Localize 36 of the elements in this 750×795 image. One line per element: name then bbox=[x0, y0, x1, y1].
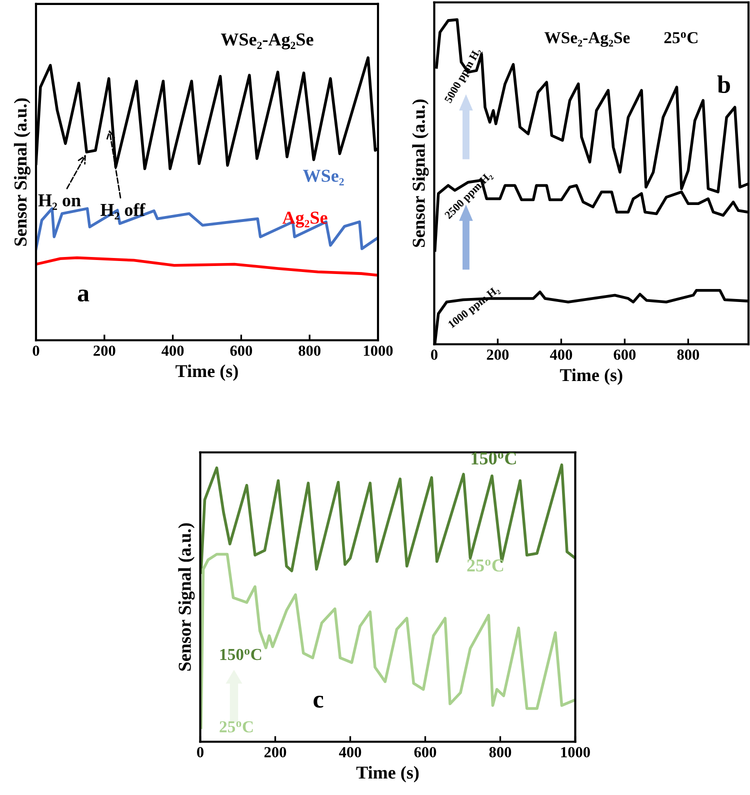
x-tick-label: 600 bbox=[414, 747, 436, 758]
x-tick-label: 1000 bbox=[364, 346, 393, 356]
x-tick-label: 800 bbox=[677, 350, 700, 360]
x-tick-label: 800 bbox=[298, 346, 320, 356]
x-tick-label: 800 bbox=[489, 747, 512, 758]
annotation: H₂ on bbox=[38, 194, 81, 210]
x-tick-label: 200 bbox=[486, 350, 509, 360]
x-tick-label: 400 bbox=[162, 346, 184, 356]
x-axis-title: Time (s) bbox=[176, 364, 238, 381]
y-axis-title: Sensor Signal (a.u.) bbox=[178, 523, 195, 671]
x-axis-title: Time (s) bbox=[560, 368, 622, 385]
series-label: 150$^{o}$C bbox=[472, 452, 516, 465]
y-axis-title: Sensor Signal (a.u.) bbox=[412, 100, 429, 247]
x-tick-label: 1000 bbox=[561, 747, 590, 758]
annotation: c bbox=[314, 696, 324, 708]
x-tick-label: 600 bbox=[614, 350, 636, 360]
x-tick-label: 600 bbox=[230, 346, 252, 356]
x-tick-label: 0 bbox=[431, 350, 438, 360]
x-tick-label: 200 bbox=[264, 747, 286, 758]
text: 25$^{o}$C bbox=[467, 559, 504, 572]
annotation: b bbox=[717, 75, 730, 94]
x-tick-label: 0 bbox=[32, 346, 40, 356]
text: Ag₂Se bbox=[282, 212, 328, 228]
x-tick-label: 400 bbox=[339, 747, 362, 758]
text: WSe₂ bbox=[303, 170, 344, 186]
annotation: a bbox=[78, 290, 90, 302]
x-tick-label: 0 bbox=[197, 747, 204, 758]
x-axis-title: Time (s) bbox=[356, 766, 419, 782]
annotation: WSe₂-Ag₂Se bbox=[544, 32, 630, 47]
x-tick-label: 200 bbox=[94, 346, 116, 356]
annotation: 150$^{o}$C bbox=[220, 648, 262, 660]
annotation: 25$^{o}$C bbox=[220, 721, 253, 732]
annotation: 25$^{o}$C bbox=[664, 32, 698, 44]
series-label: WSe₂-Ag₂Se bbox=[220, 33, 314, 50]
y-axis-title: Sensor Signal (a.u.) bbox=[14, 98, 30, 246]
x-tick-label: 400 bbox=[550, 350, 572, 360]
